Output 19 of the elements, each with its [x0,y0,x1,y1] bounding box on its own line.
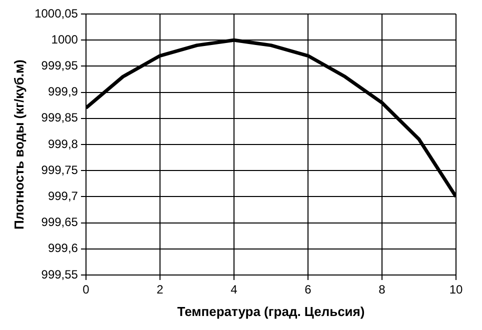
x-tick-label: 2 [156,282,164,297]
y-tick-label: 999,85 [41,110,78,125]
x-axis-title: Температура (град. Цельсия) [177,304,365,319]
y-tick-label: 999,6 [48,241,78,256]
y-tick-label: 999,55 [41,267,78,282]
y-tick-label: 1000 [51,32,78,46]
x-tick-label: 10 [449,282,463,297]
y-tick-label: 999,75 [41,162,78,177]
x-tick-label: 8 [378,282,386,297]
y-axis-title: Плотность воды (кг/куб.м) [11,60,26,230]
y-tick-label: 999,95 [41,58,78,73]
y-tick-label: 1000,05 [34,6,78,20]
x-tick-label: 4 [230,282,238,297]
x-tick-label: 0 [82,282,90,297]
y-tick-label: 999,65 [41,215,78,230]
y-tick-label: 999,8 [48,136,78,151]
y-tick-label: 999,9 [48,84,78,99]
x-tick-label: 6 [304,282,312,297]
y-tick-label: 999,7 [48,189,78,204]
